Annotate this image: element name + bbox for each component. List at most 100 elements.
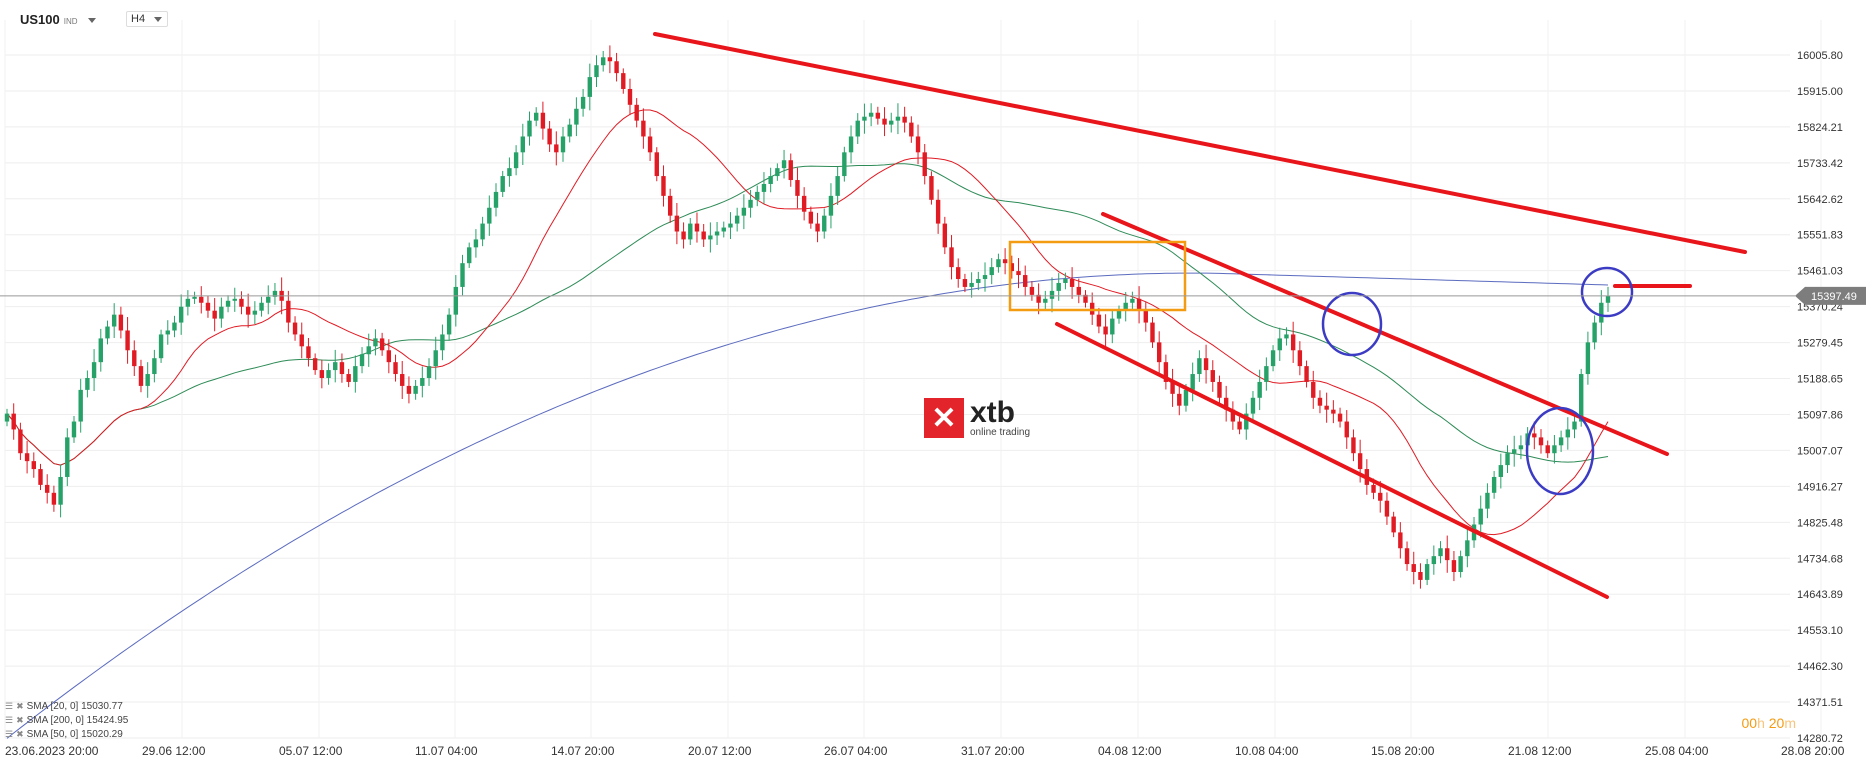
candle-body (1183, 389, 1189, 406)
candle-body (1378, 492, 1383, 501)
settings-icon[interactable]: ☰ (5, 715, 14, 725)
candle-body (65, 437, 70, 477)
timeframe-selector[interactable]: H4 (126, 11, 168, 27)
candle-body (1130, 298, 1135, 303)
sma200-path (6, 272, 1609, 739)
grid-lines (4, 20, 1822, 739)
candle-body (882, 118, 887, 125)
highlight-circle (1321, 291, 1383, 357)
indicator-sma50[interactable]: ☰ ✖ SMA [50, 0] 15020.29 (5, 729, 123, 740)
candle-body (11, 413, 16, 430)
close-icon[interactable]: ✖ (16, 729, 24, 739)
candle-body (232, 298, 237, 301)
x-tick-label: 23.06.2023 20:00 (5, 744, 99, 758)
candle-body (728, 223, 733, 228)
candle-body (1136, 298, 1142, 311)
candle-body (1485, 492, 1490, 509)
close-icon[interactable]: ✖ (16, 715, 24, 725)
candle-body (386, 350, 392, 363)
close-icon[interactable]: ✖ (16, 701, 24, 711)
candle-body (125, 330, 130, 351)
current-price-label: 15397.49 (1811, 291, 1857, 303)
candle-body (594, 65, 599, 78)
x-tick-label: 26.07 04:00 (824, 744, 888, 758)
candle-body (406, 385, 412, 394)
candle-body (976, 279, 981, 283)
candle-body (1257, 381, 1262, 398)
candle-body (373, 338, 378, 347)
candle-body (1049, 290, 1055, 299)
candle-body (299, 334, 304, 347)
indicator-label: SMA [200, 0] 15424.95 (26, 715, 129, 726)
candle-body (554, 144, 559, 153)
symbol-selector[interactable]: US100 IND (20, 12, 96, 27)
sma20-path (6, 109, 1609, 536)
candle-body (111, 314, 117, 327)
candle-body (1391, 516, 1396, 533)
symbol-label: US100 (20, 12, 60, 27)
candle-body (460, 263, 465, 287)
candle-body (413, 385, 418, 394)
candle-body (1210, 370, 1215, 382)
candle-body (1096, 314, 1102, 327)
candles (4, 45, 1611, 589)
candle-body (1404, 548, 1410, 565)
candle-body (286, 300, 291, 323)
candle-body (1331, 409, 1336, 414)
candle-body (205, 302, 211, 311)
candle-body (1518, 445, 1524, 450)
candle-body (306, 346, 311, 359)
y-tick-label: 16005.80 (1797, 50, 1843, 62)
candle-body (942, 223, 948, 248)
candle-body (1043, 298, 1048, 303)
y-tick-label: 15461.03 (1797, 266, 1843, 278)
candle-body (580, 96, 586, 109)
settings-icon[interactable]: ☰ (5, 729, 14, 739)
y-tick-label: 14280.72 (1797, 733, 1843, 745)
candle-body (51, 492, 57, 505)
candle-body (1451, 560, 1457, 572)
indicator-sma20[interactable]: ☰ ✖ SMA [20, 0] 15030.77 (5, 701, 123, 712)
candle-body (775, 168, 780, 177)
candle-body (1016, 271, 1021, 276)
candle-body (500, 176, 505, 192)
candle-body (627, 88, 633, 105)
candle-body (1217, 381, 1222, 398)
candle-body (855, 120, 860, 137)
y-tick-label: 14825.48 (1797, 517, 1843, 529)
candle-body (1203, 358, 1209, 371)
candle-body (158, 334, 164, 359)
candle-body (922, 152, 927, 177)
candle-body (38, 469, 43, 485)
candle-body (1250, 397, 1256, 414)
candle-body (828, 195, 834, 216)
candle-body (822, 215, 827, 232)
candle-body (1337, 413, 1343, 422)
candle-body (781, 160, 787, 169)
candle-body (480, 223, 485, 240)
candle-body (446, 314, 452, 335)
x-tick-label: 04.08 12:00 (1098, 744, 1162, 758)
settings-icon[interactable]: ☰ (5, 701, 14, 711)
candle-body (895, 116, 901, 121)
candle-body (24, 453, 30, 462)
x-tick-label: 11.07 04:00 (415, 744, 478, 758)
candle-body (4, 413, 10, 422)
candle-body (58, 476, 63, 505)
candle-body (1023, 275, 1028, 287)
y-tick-label: 15551.83 (1797, 230, 1843, 242)
y-tick-label: 15279.45 (1797, 338, 1843, 350)
indicator-sma200[interactable]: ☰ ✖ SMA [200, 0] 15424.95 (5, 715, 128, 726)
y-axis: 16005.80 15915.00 15824.21 15733.42 15642.62… (1797, 50, 1843, 745)
candle-body (199, 296, 204, 303)
candle-body (1197, 358, 1202, 375)
candle-body (1512, 449, 1517, 454)
candle-body (1552, 445, 1557, 454)
candle-body (1445, 548, 1450, 561)
candle-body (1002, 259, 1008, 264)
candle-body (848, 136, 854, 153)
candle-body (614, 61, 619, 74)
candle-body (741, 207, 747, 216)
candle-body (346, 374, 351, 382)
